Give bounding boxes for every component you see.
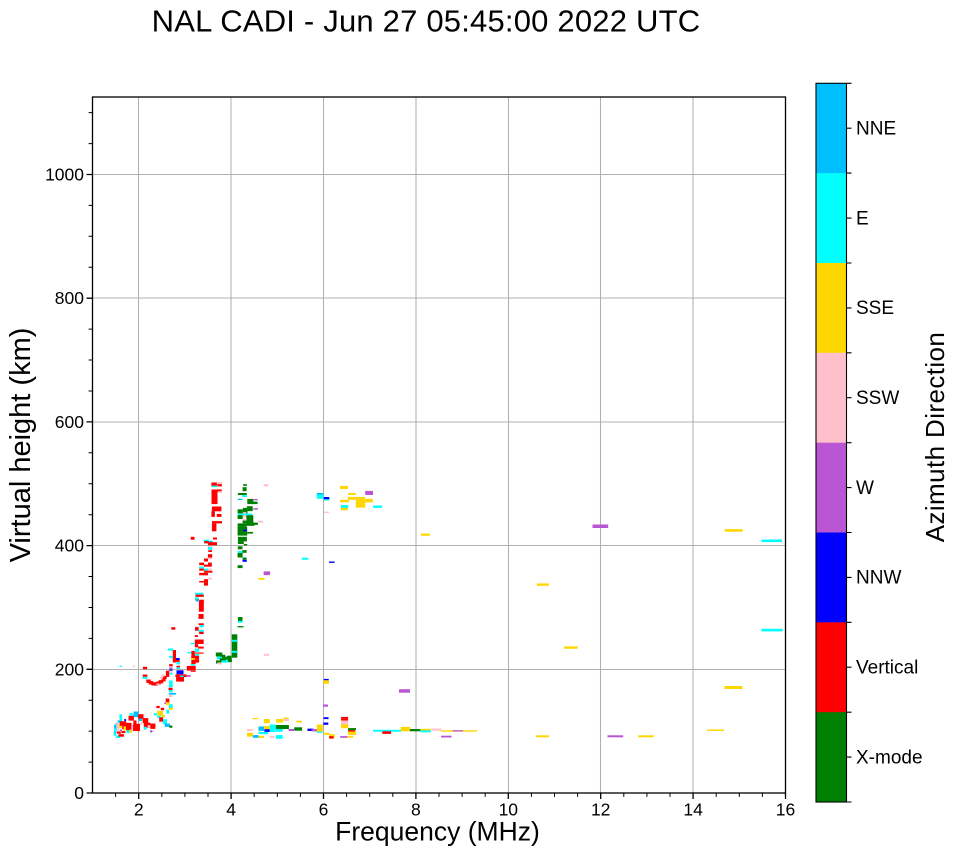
svg-text:Frequency (MHz): Frequency (MHz) [335, 817, 540, 847]
svg-text:NAL CADI - Jun 27 05:45:00 202: NAL CADI - Jun 27 05:45:00 2022 UTC [152, 4, 701, 39]
svg-text:SSW: SSW [856, 388, 899, 409]
svg-text:8: 8 [411, 800, 421, 820]
svg-text:400: 400 [55, 536, 84, 556]
svg-text:200: 200 [55, 659, 84, 679]
svg-text:4: 4 [226, 800, 236, 820]
svg-text:NNW: NNW [856, 568, 901, 589]
svg-text:6: 6 [319, 800, 329, 820]
svg-text:1000: 1000 [45, 165, 84, 185]
svg-text:X-mode: X-mode [856, 747, 923, 768]
svg-text:0: 0 [74, 783, 84, 803]
svg-text:16: 16 [776, 800, 795, 820]
svg-text:14: 14 [683, 800, 703, 820]
svg-text:NNE: NNE [856, 118, 896, 139]
svg-text:Azimuth Direction: Azimuth Direction [920, 332, 950, 543]
svg-text:SSE: SSE [856, 298, 894, 319]
svg-text:E: E [856, 208, 869, 229]
svg-text:600: 600 [55, 412, 84, 432]
svg-text:Vertical: Vertical [856, 657, 918, 678]
svg-text:10: 10 [499, 800, 519, 820]
svg-text:800: 800 [55, 288, 84, 308]
svg-text:2: 2 [134, 800, 144, 820]
svg-text:Virtual height (km): Virtual height (km) [5, 328, 37, 563]
svg-text:W: W [856, 478, 874, 499]
svg-text:12: 12 [591, 800, 610, 820]
